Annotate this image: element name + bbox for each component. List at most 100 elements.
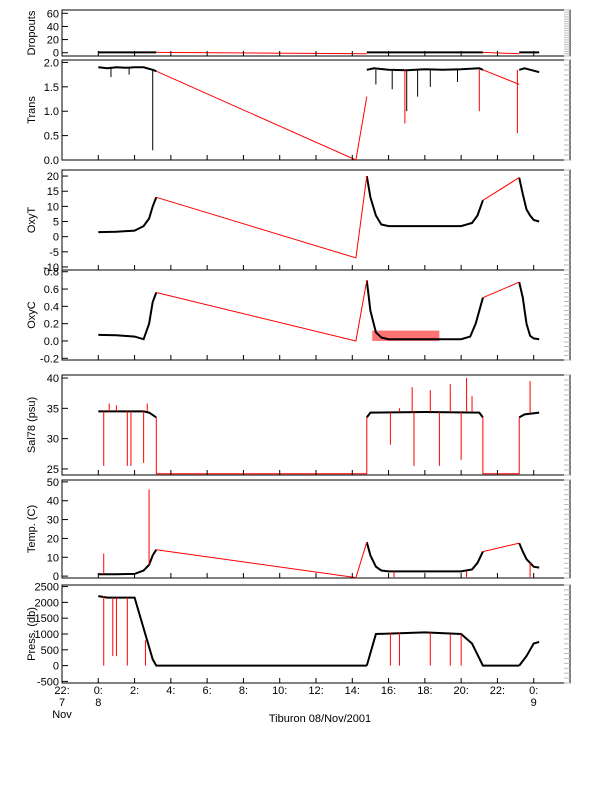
y-tick-label: 10 xyxy=(47,552,59,564)
y-tick-label: 0.6 xyxy=(44,284,59,296)
series-line-flagged xyxy=(482,69,520,85)
y-tick-label: 40 xyxy=(47,496,59,508)
y-tick-label: 30 xyxy=(47,515,59,527)
panel-6: -500 0 500 1000 1500 2000 2500 Press. (db) xyxy=(26,582,571,688)
series-line-data xyxy=(366,67,484,72)
y-tick-label: 20 xyxy=(47,171,59,183)
series-line-flagged xyxy=(155,417,368,475)
panel-frame xyxy=(61,9,571,57)
series-line-data xyxy=(98,66,157,73)
x-day-label: 9 xyxy=(531,697,537,709)
series-line-flagged xyxy=(482,542,520,553)
y-tick-label: 0.8 xyxy=(44,267,59,279)
y-tick-label: 0.0 xyxy=(44,336,59,348)
series-line-flagged xyxy=(156,176,368,259)
y-tick-label: 60 xyxy=(47,8,59,20)
panel-frame xyxy=(61,59,571,161)
y-axis-label: Trans xyxy=(26,96,38,124)
y-tick-label: 50 xyxy=(47,477,59,489)
y-tick-label: 40 xyxy=(47,373,59,385)
y-tick-label: -500 xyxy=(37,676,59,688)
series-line-flagged xyxy=(156,280,368,342)
panel-frame xyxy=(61,479,571,579)
panel-data xyxy=(98,378,540,475)
y-tick-label: 0.0 xyxy=(44,155,59,167)
series-line-data xyxy=(518,640,540,667)
x-tick-label: 14: xyxy=(345,685,360,697)
y-tick-label: 1500 xyxy=(35,613,59,625)
x-tick-label: 6: xyxy=(203,685,212,697)
y-tick-label: 20 xyxy=(47,35,59,47)
series-line-flagged xyxy=(156,51,367,55)
y-tick-label: 2.0 xyxy=(44,57,59,69)
panel-frame xyxy=(61,269,571,361)
noise-band xyxy=(372,330,440,341)
y-tick-label: 30 xyxy=(47,434,59,446)
series-line-flagged xyxy=(156,542,368,578)
x-tick-label: 22: xyxy=(490,685,505,697)
y-tick-label: 0.4 xyxy=(44,301,59,313)
y-tick-label: 2500 xyxy=(35,582,59,594)
panel-frame xyxy=(61,584,571,684)
series-line-data xyxy=(98,410,157,419)
panel-3: -0.2 0.0 0.2 0.4 0.6 0.8 OxyC xyxy=(26,267,571,365)
y-tick-label: 0 xyxy=(53,48,59,60)
series-line-flagged xyxy=(482,417,520,475)
y-tick-label: 1.0 xyxy=(44,106,59,118)
y-tick-label: 500 xyxy=(41,645,59,657)
panel-1: 0.0 0.5 1.0 1.5 2.0 Trans xyxy=(26,57,571,167)
y-tick-label: 0 xyxy=(53,661,59,673)
series-line-data xyxy=(365,175,484,228)
y-tick-label: 35 xyxy=(47,403,59,415)
chart-panels: 0204060Dropouts0.00.51.01.52.0Trans-10-5… xyxy=(26,8,571,688)
y-tick-label: -0.2 xyxy=(40,353,59,365)
series-line-data xyxy=(365,410,484,418)
x-tick-label: 10: xyxy=(272,685,287,697)
series-line-flagged xyxy=(482,177,520,201)
panel-data xyxy=(98,489,540,578)
panel-frame xyxy=(61,374,571,476)
y-tick-label: 0.2 xyxy=(44,319,59,331)
y-axis-label: Sal78 (psu) xyxy=(26,397,38,453)
figure-caption: Tiburon 08/Nov/2001 xyxy=(269,713,371,725)
y-tick-label: -10 xyxy=(43,262,59,274)
panel-data xyxy=(98,175,540,259)
y-tick-label: 0 xyxy=(53,571,59,583)
y-tick-label: 0 xyxy=(53,232,59,244)
panel-4: 25 30 35 40 Sal78 (psu) xyxy=(26,373,571,476)
y-tick-label: 1000 xyxy=(35,629,59,641)
panel-data xyxy=(98,595,540,667)
x-tick-label: 8: xyxy=(239,685,248,697)
series-line-flagged xyxy=(156,70,368,160)
series-line-data xyxy=(365,280,484,341)
panel-frame xyxy=(61,169,571,271)
x-tick-label: 18: xyxy=(417,685,432,697)
panel-data xyxy=(98,66,540,160)
x-tick-label: 2: xyxy=(130,685,139,697)
y-tick-label: -5 xyxy=(49,247,59,259)
panel-data xyxy=(98,280,540,342)
x-tick-label: 12: xyxy=(308,685,323,697)
x-day-label: 8 xyxy=(95,697,101,709)
y-tick-label: 2000 xyxy=(35,597,59,609)
series-line-data xyxy=(98,549,158,576)
y-tick-label: 25 xyxy=(47,464,59,476)
x-tick-label: 16: xyxy=(381,685,396,697)
y-tick-label: 15 xyxy=(47,186,59,198)
x-tick-label: 20: xyxy=(453,685,468,697)
series-line-data xyxy=(98,196,158,234)
panel-5: 0 10 20 30 40 50 Temp. (C) xyxy=(26,477,571,583)
y-tick-label: 40 xyxy=(47,21,59,33)
series-line-data xyxy=(518,67,540,74)
x-day-label: 7 xyxy=(59,697,65,709)
x-tick-label: 0: xyxy=(94,685,103,697)
series-line-flagged xyxy=(482,51,520,55)
series-line-data xyxy=(365,541,484,573)
y-tick-label: 10 xyxy=(47,201,59,213)
y-axis-label: OxyT xyxy=(26,207,38,234)
series-line-data xyxy=(365,631,520,667)
series-line-data xyxy=(98,595,367,667)
time-axis: 22: 0: 2: 4: 6: 8: 10: 12: 14: 16: 18: 20: 22: 0: 7Nov… xyxy=(52,685,538,721)
